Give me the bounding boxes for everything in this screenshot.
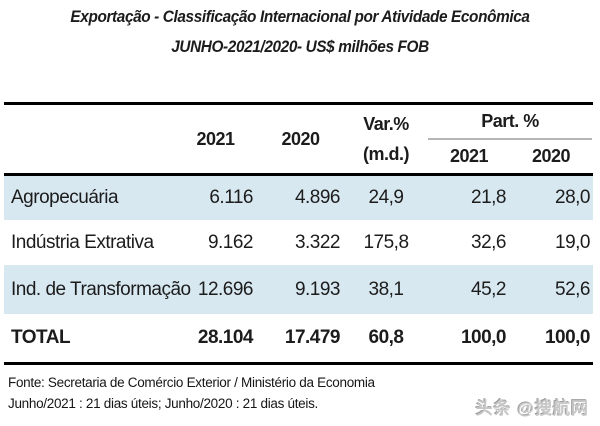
report-title-line1: Exportação - Classificação Internacional…: [70, 8, 530, 26]
value-var: 60,8: [368, 327, 404, 348]
table-row-ind-transformacao: Ind. de Transformação 12.696 9.193 38,1 …: [4, 265, 593, 314]
table-row-agropecuaria: Agropecuária 6.116 4.896 24,9 21,8 28,0: [4, 176, 593, 220]
value-part-2020: 28,0: [555, 187, 590, 208]
header-part-2021: 2021: [449, 146, 489, 166]
value-part-2021: 21,8: [471, 187, 506, 208]
value-var: 24,9: [368, 187, 404, 208]
value-2021: 12.696: [197, 278, 254, 300]
header-part-group: Part. % 2021 2020: [428, 105, 592, 173]
value-var: 175,8: [363, 231, 409, 253]
row-label: TOTAL: [11, 327, 71, 348]
value-part-2020: 52,6: [555, 278, 590, 300]
value-part-2021: 45,2: [471, 278, 506, 300]
table-row-total: TOTAL 28.104 17.479 60,8 100,0 100,0: [4, 314, 593, 362]
business-days-note: Junho/2021 : 21 dias úteis; Junho/2020 :…: [8, 396, 318, 411]
header-blank-cell: [4, 105, 174, 173]
value-part-2020: 100,0: [544, 327, 591, 348]
table-header-row: 2021 2020 Var.% (m.d.) Part. % 2021 2020: [4, 102, 593, 176]
header-2021: 2021: [196, 128, 235, 149]
export-data-table: 2021 2020 Var.% (m.d.) Part. % 2021 2020…: [4, 102, 593, 365]
value-2020: 9.193: [294, 278, 341, 300]
row-label: Indústria Extrativa: [11, 231, 154, 253]
header-part-subcolumns: 2021 2020: [428, 140, 592, 173]
header-part-title: Part. %: [428, 105, 592, 140]
value-part-2021: 32,6: [471, 231, 506, 253]
report-title: Exportação - Classificação Internacional…: [21, 6, 579, 58]
report-title-line2: JUNHO-2021/2020- US$ milhões FOB: [171, 38, 429, 56]
source-note: Fonte: Secretaria de Comércio Exterior /…: [8, 375, 375, 390]
value-2020: 4.896: [294, 187, 341, 208]
watermark-toutiao-souhang: 头条 @搜航网: [475, 399, 589, 418]
table-row-industria-extrativa: Indústria Extrativa 9.162 3.322 175,8 32…: [4, 220, 593, 265]
value-part-2020: 19,0: [555, 231, 590, 253]
value-var: 38,1: [368, 278, 404, 300]
footer-notes: Fonte: Secretaria de Comércio Exterior /…: [8, 372, 488, 414]
header-var-line2: (m.d.): [363, 144, 410, 164]
table-body: Agropecuária 6.116 4.896 24,9 21,8 28,0 …: [4, 176, 593, 365]
header-part-2020: 2020: [531, 146, 571, 166]
header-2020: 2020: [281, 128, 320, 149]
header-var-line1: Var.%: [363, 114, 409, 134]
value-2020: 3.322: [294, 231, 341, 253]
value-2021: 28.104: [197, 327, 254, 348]
value-2020: 17.479: [284, 327, 341, 348]
header-var-percent: Var.% (m.d.): [344, 105, 428, 173]
row-label: Ind. de Transformação: [11, 278, 191, 300]
value-2021: 6.116: [209, 187, 253, 208]
row-label: Agropecuária: [11, 187, 119, 208]
value-2021: 9.162: [207, 231, 254, 253]
value-part-2021: 100,0: [460, 327, 507, 348]
